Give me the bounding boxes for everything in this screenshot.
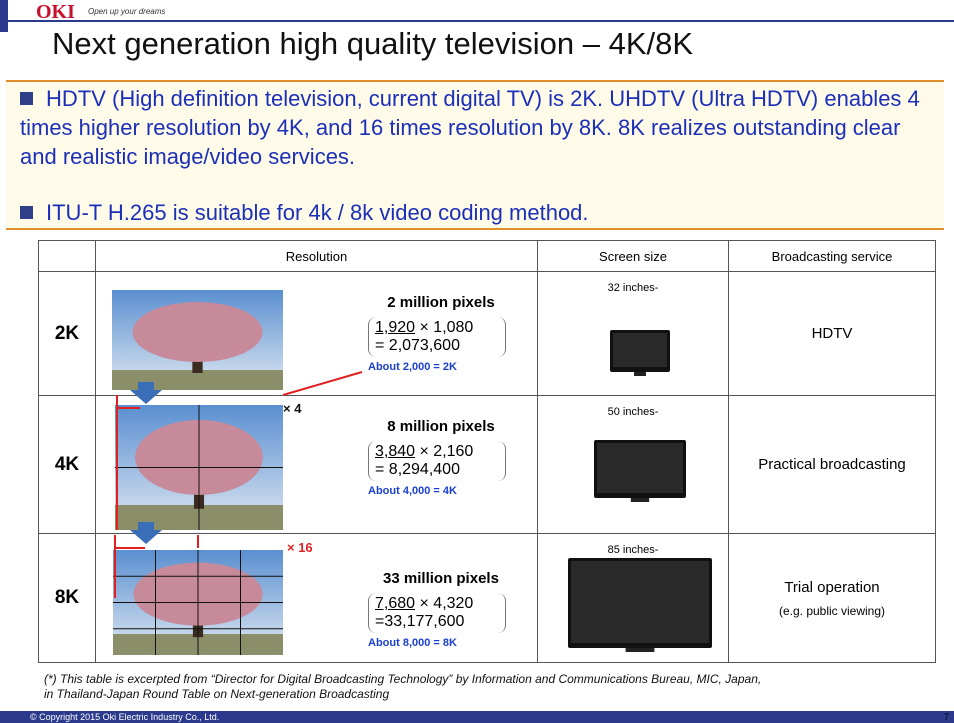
formula-box: 1,920 × 1,080 = 2,073,600 bbox=[368, 317, 506, 357]
pixels: 8 million pixels bbox=[356, 418, 526, 435]
col-header: Screen size bbox=[538, 241, 729, 272]
service-cell: Trial operation (e.g. public viewing) bbox=[729, 534, 936, 663]
total: =33,177,600 bbox=[375, 613, 499, 631]
service-cell: HDTV bbox=[729, 272, 936, 396]
height: × 2,160 bbox=[420, 443, 474, 460]
service: Practical broadcasting bbox=[729, 456, 935, 473]
about: About 8,000 = 8K bbox=[368, 637, 526, 649]
total: = 2,073,600 bbox=[375, 337, 499, 355]
row-label: 8K bbox=[39, 534, 96, 663]
tagline: Open up your dreams bbox=[88, 7, 165, 16]
copyright: © Copyright 2015 Oki Electric Industry C… bbox=[30, 711, 219, 723]
formula-box: 3,840 × 2,160 = 8,294,400 bbox=[368, 441, 506, 481]
bullet-icon bbox=[20, 206, 33, 219]
corner bbox=[39, 241, 96, 272]
screen-size: 85 inches- bbox=[538, 544, 728, 556]
slide: {"header":{"logo":"OKI","tagline":"Open … bbox=[0, 0, 954, 723]
logo: OKI bbox=[36, 1, 75, 24]
about: About 4,000 = 4K bbox=[368, 485, 526, 497]
row-label: 4K bbox=[39, 396, 96, 534]
left-bar bbox=[0, 0, 8, 32]
screen-size: 32 inches- bbox=[538, 282, 728, 294]
width: 7,680 bbox=[375, 595, 415, 612]
row-label: 2K bbox=[39, 272, 96, 396]
height: × 1,080 bbox=[420, 319, 474, 336]
col-header: Broadcasting service bbox=[729, 241, 936, 272]
footnote-line: in Thailand-Japan Round Table on Next-ge… bbox=[44, 687, 761, 702]
pixels: 33 million pixels bbox=[356, 570, 526, 587]
page-number: 7 bbox=[944, 711, 949, 723]
bullet-text: ITU-T H.265 is suitable for 4k / 8k vide… bbox=[46, 198, 936, 227]
resolution-table: Resolution Screen size Broadcasting serv… bbox=[38, 240, 936, 663]
footnote: (*) This table is excerpted from “Direct… bbox=[44, 672, 761, 702]
bullet-box: HDTV (High definition television, curren… bbox=[6, 80, 944, 230]
total: = 8,294,400 bbox=[375, 461, 499, 479]
footnote-line: (*) This table is excerpted from “Direct… bbox=[44, 672, 761, 687]
screen-cell: 85 inches- bbox=[538, 534, 729, 663]
service: (e.g. public viewing) bbox=[729, 604, 935, 618]
resolution-cell: 2 million pixels 1,920 × 1,080 = 2,073,6… bbox=[96, 272, 538, 396]
pixels: 2 million pixels bbox=[356, 294, 526, 311]
width: 1,920 bbox=[375, 319, 415, 336]
screen-cell: 50 inches- bbox=[538, 396, 729, 534]
service: Trial operation bbox=[729, 579, 935, 596]
screen-cell: 32 inches- bbox=[538, 272, 729, 396]
header-line bbox=[8, 20, 954, 22]
col-header: Resolution bbox=[96, 241, 538, 272]
height: × 4,320 bbox=[420, 595, 474, 612]
about: About 2,000 = 2K bbox=[368, 361, 526, 373]
service-cell: Practical broadcasting bbox=[729, 396, 936, 534]
screen-size: 50 inches- bbox=[538, 406, 728, 418]
bullet-text: HDTV (High definition television, curren… bbox=[20, 84, 920, 171]
footer: © Copyright 2015 Oki Electric Industry C… bbox=[0, 711, 954, 723]
resolution-cell: 8 million pixels 3,840 × 2,160 = 8,294,4… bbox=[96, 396, 538, 534]
title: Next generation high quality television … bbox=[52, 26, 693, 62]
service: HDTV bbox=[729, 325, 935, 342]
resolution-cell: 33 million pixels 7,680 × 4,320 =33,177,… bbox=[96, 534, 538, 663]
formula-box: 7,680 × 4,320 =33,177,600 bbox=[368, 593, 506, 633]
width: 3,840 bbox=[375, 443, 415, 460]
